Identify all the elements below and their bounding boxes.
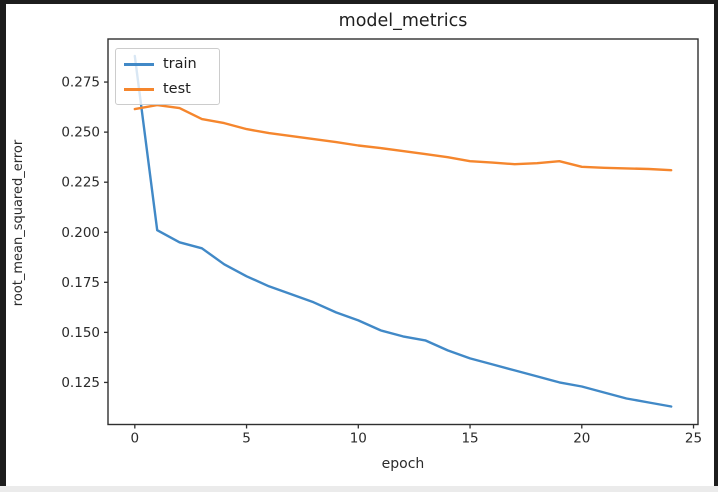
plot-area: 0 5 10 15 20 25 0.125 0.150 0.175 0.200 0.225 0.250…	[61, 38, 702, 447]
y-tick-label: 0.125	[61, 375, 100, 391]
legend-entry-test: test	[124, 78, 211, 100]
legend-label-test: test	[163, 81, 191, 97]
y-tick-label: 0.250	[61, 125, 100, 141]
legend: train test	[115, 48, 220, 105]
x-tick-label: 10	[350, 431, 367, 447]
x-tick-label: 15	[461, 431, 478, 447]
x-tick-label: 20	[573, 431, 590, 447]
y-tick-label: 0.225	[61, 175, 100, 191]
y-tick-label: 0.275	[61, 75, 100, 91]
y-tick-label: 0.150	[61, 325, 100, 341]
train-line-swatch-icon	[124, 62, 154, 66]
series-line-test	[133, 103, 673, 172]
test-line-swatch-icon	[124, 87, 154, 91]
y-axis-label: root_mean_squared_error	[11, 139, 26, 307]
x-tick-label: 25	[685, 431, 702, 447]
series-line-train	[133, 54, 673, 408]
figure-canvas: 0 5 10 15 20 25 0.125 0.150 0.175 0.200 0.225 0.250…	[6, 4, 714, 486]
chart-title: model_metrics	[338, 11, 468, 31]
y-tick-label: 0.175	[61, 275, 100, 291]
bottom-strip	[0, 486, 718, 492]
x-tick-label: 0	[131, 431, 140, 447]
y-tick-label: 0.200	[61, 225, 100, 241]
legend-label-train: train	[163, 56, 197, 72]
x-axis-label: epoch	[381, 456, 425, 472]
x-tick-label: 5	[242, 431, 251, 447]
legend-entry-train: train	[124, 53, 211, 75]
